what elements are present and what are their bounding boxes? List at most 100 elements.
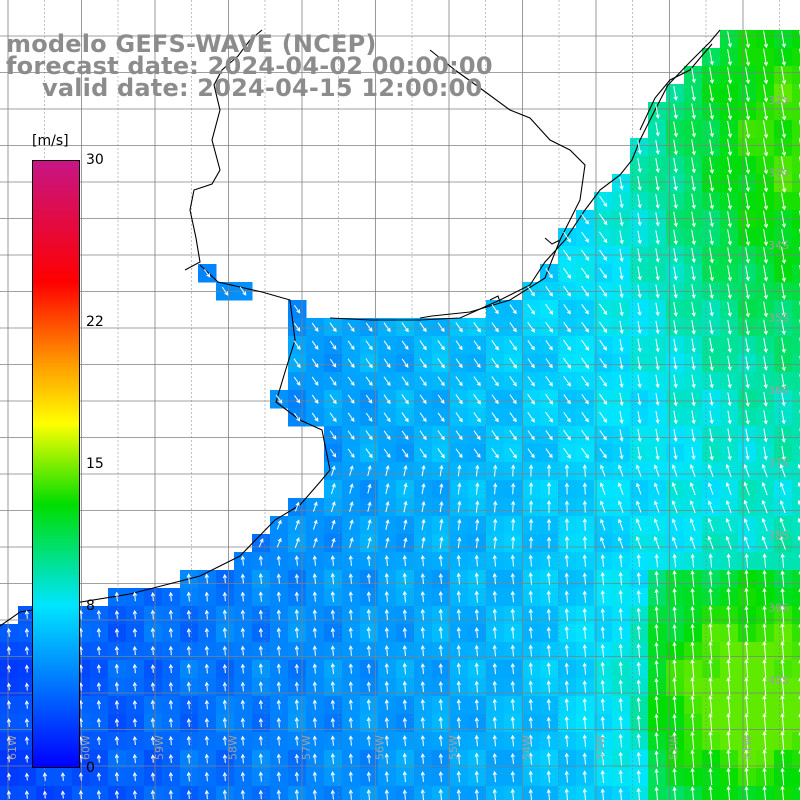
wind-arrow (780, 694, 785, 715)
wind-arrow (581, 321, 589, 333)
wind-arrow (474, 717, 479, 728)
wind-arrow (618, 661, 623, 676)
wind-arrow (654, 677, 659, 696)
wind-arrow (275, 394, 283, 404)
wind-arrow (384, 645, 389, 656)
wind-cell (792, 156, 800, 175)
wind-arrow (186, 771, 191, 782)
wind-arrow (403, 500, 408, 513)
wind-arrow (582, 680, 587, 693)
wind-arrow (240, 699, 245, 710)
wind-arrow (691, 211, 696, 228)
wind-arrow (655, 230, 660, 245)
wind-arrow (528, 482, 534, 495)
wind-arrow (402, 644, 407, 657)
wind-arrow (383, 430, 391, 441)
wind-arrow (599, 267, 607, 279)
wind-arrow (365, 322, 373, 332)
wind-arrow (744, 587, 749, 606)
wind-arrow (599, 500, 606, 513)
wind-arrow (294, 537, 300, 548)
wind-arrow (727, 66, 733, 85)
coastline (0, 29, 721, 627)
wind-arrow (438, 716, 443, 729)
wind-arrow (6, 664, 12, 673)
wind-arrow (689, 464, 696, 478)
colorbar-tick-label: 30 (86, 152, 104, 168)
wind-arrow (745, 84, 750, 102)
wind-arrow (491, 430, 499, 441)
coastline-segment (639, 43, 713, 131)
wind-arrow (222, 699, 227, 710)
wind-arrow (635, 536, 642, 550)
wind-arrow (276, 771, 281, 782)
wind-arrow (600, 554, 605, 567)
wind-arrow (637, 140, 642, 155)
wind-arrow (745, 265, 750, 282)
wind-arrow (240, 627, 245, 638)
wind-arrow (781, 120, 787, 139)
wind-arrow (691, 121, 696, 138)
wind-arrow (258, 538, 264, 548)
wind-arrow (294, 717, 299, 728)
wind-arrow (780, 553, 785, 568)
wind-arrow (673, 447, 678, 460)
wind-arrow (780, 641, 785, 661)
wind-arrow (367, 501, 372, 512)
wind-arrow (744, 730, 749, 751)
wind-arrow (329, 430, 337, 440)
wind-arrow (707, 517, 714, 532)
wind-arrow (545, 285, 553, 297)
wind-arrow (455, 412, 463, 423)
wind-arrow (637, 428, 642, 443)
wind-arrow (600, 788, 605, 800)
wind-arrow (745, 192, 751, 211)
wind-arrow (708, 676, 713, 697)
wind-arrow (312, 609, 317, 620)
wind-arrow (780, 156, 787, 175)
wind-arrow (618, 751, 623, 766)
wind-arrow (455, 394, 463, 405)
wind-arrow (598, 213, 608, 226)
wind-arrow (421, 482, 426, 495)
wind-arrow (511, 536, 516, 549)
wind-arrow (564, 662, 569, 675)
wind-arrow (727, 31, 732, 48)
wind-arrow (438, 626, 443, 639)
wind-arrow (781, 392, 786, 407)
wind-arrow (673, 284, 678, 299)
wind-arrow (691, 356, 696, 371)
wind-arrow (6, 736, 12, 745)
wind-arrow (186, 609, 191, 620)
wind-arrow (545, 303, 554, 315)
wind-arrow (475, 464, 480, 477)
wind-arrow (348, 663, 353, 674)
wind-arrow (420, 681, 425, 692)
wind-cell (792, 102, 800, 121)
wind-arrow (438, 698, 443, 711)
wind-arrow (456, 752, 461, 765)
wind-arrow (780, 570, 785, 587)
wind-arrow (510, 590, 515, 603)
wind-arrow (168, 645, 173, 656)
wind-arrow (655, 266, 660, 281)
wind-arrow (690, 713, 695, 732)
wind-arrow (745, 283, 750, 300)
wind-arrow (708, 767, 713, 786)
wind-arrow (691, 103, 696, 120)
wind-arrow (366, 645, 371, 656)
wind-arrow (347, 448, 355, 458)
wind-arrow (691, 266, 696, 281)
wind-arrow (726, 570, 731, 587)
wind-arrow (330, 717, 335, 728)
wind-arrow (637, 194, 642, 209)
wind-arrow (349, 501, 354, 512)
wind-arrow (779, 535, 786, 550)
wind-arrow (798, 605, 800, 610)
wind-arrow (222, 735, 227, 746)
wind-arrow (743, 518, 750, 532)
wind-arrow (781, 319, 786, 336)
wind-arrow (367, 483, 372, 494)
wind-arrow (779, 500, 786, 514)
